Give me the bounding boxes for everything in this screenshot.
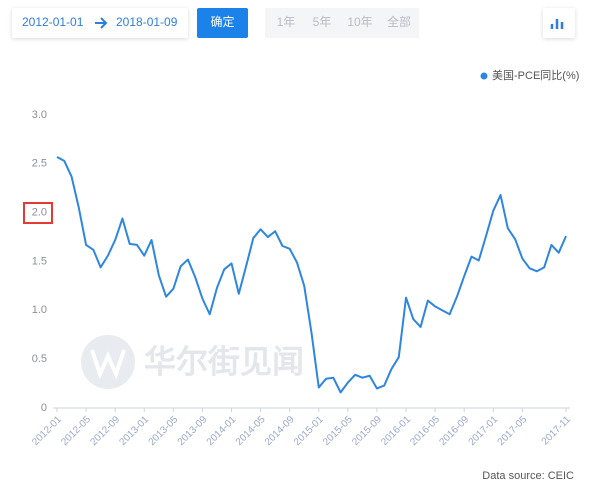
bar-icon	[550, 19, 564, 29]
x-tick-label: 2014-05	[234, 414, 268, 448]
confirm-button[interactable]	[197, 8, 248, 38]
start-date[interactable]: 2012-01-01	[22, 15, 84, 29]
chart-type-button[interactable]	[543, 8, 575, 38]
x-tick-label: 2017-05	[496, 414, 530, 448]
range-option[interactable]: 全部	[387, 14, 411, 29]
arrow-icon	[95, 17, 108, 29]
x-tick-label: 2014-01	[205, 414, 239, 448]
watermark-logo	[81, 335, 135, 389]
x-tick-label: 2013-05	[147, 414, 181, 448]
y-tick-label: 1.0	[32, 304, 47, 316]
x-tick-label: 2012-09	[88, 414, 122, 448]
y-tick-label: 2.0	[32, 207, 47, 219]
x-tick-label: 2015-09	[350, 414, 384, 448]
end-date[interactable]: 2018-01-09	[116, 15, 178, 29]
range-option[interactable]: 5年	[313, 15, 332, 29]
watermark-logo-mark	[90, 349, 126, 380]
x-tick-label: 2014-09	[263, 414, 297, 448]
y-tick-label: 1.5	[32, 255, 47, 267]
x-tick-label: 2016-01	[379, 414, 413, 448]
y-tick-label: 3.0	[32, 109, 47, 121]
x-tick-label: 2016-09	[437, 414, 471, 448]
highlight-box	[23, 202, 53, 224]
watermark: 华尔街见闻	[144, 343, 304, 379]
legend-label[interactable]: 美国-PCE同比(%)	[492, 69, 579, 82]
legend-marker	[480, 72, 488, 80]
x-tick-label: 2013-09	[176, 414, 210, 448]
line-series	[56, 156, 567, 394]
x-tick-label: 2015-01	[292, 414, 326, 448]
x-tick-label: 2012-05	[59, 414, 93, 448]
x-tick-label: 2013-01	[118, 414, 152, 448]
y-tick-label: 0	[41, 402, 47, 414]
x-tick-label: 2012-01	[30, 414, 64, 448]
confirm-label[interactable]: 确定	[210, 14, 234, 29]
range-group	[265, 8, 419, 38]
range-option[interactable]: 1年	[277, 15, 296, 29]
x-tick-label: 2015-05	[321, 414, 355, 448]
range-option[interactable]: 10年	[347, 15, 372, 29]
y-tick-label: 2.5	[32, 158, 47, 170]
x-tick-label: 2016-05	[408, 414, 442, 448]
x-tick-label: 2017-11	[540, 414, 574, 448]
y-tick-label: 0.5	[32, 353, 47, 365]
source: Data source: CEIC	[482, 470, 574, 482]
x-tick-label: 2017-01	[467, 414, 501, 448]
